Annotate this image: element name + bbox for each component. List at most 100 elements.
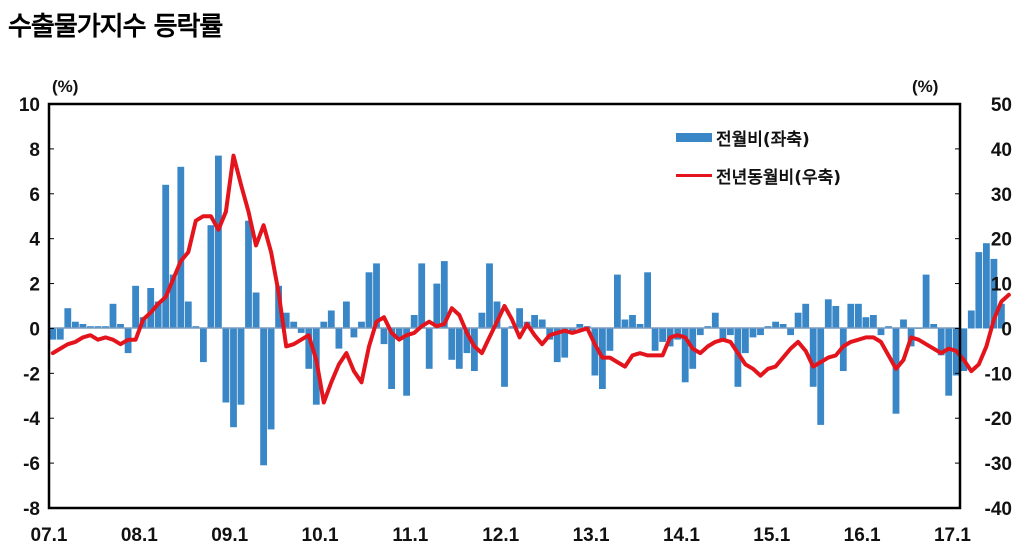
bar [335,328,343,349]
left-tick-label: 8 [29,140,40,161]
bar [455,328,463,369]
x-tick-label: 09.1 [211,525,248,546]
bar [501,328,508,387]
bar [56,328,64,340]
bar [162,184,170,329]
bar [245,220,252,329]
bar [297,328,305,333]
bar [358,321,365,329]
bar [636,324,644,329]
bar [659,328,666,342]
left-axis: 10 8 6 4 2 0 -2 -4 -6 -8 [19,95,54,520]
right-tick-label: 50 [991,95,1012,116]
bar [930,324,938,329]
right-tick-label: 40 [991,140,1012,161]
x-tick-label: 14.1 [663,525,700,546]
right-axis-unit: (%) [912,77,938,96]
x-tick-label: 10.1 [302,525,339,546]
left-axis-unit: (%) [52,77,78,96]
bar [870,315,877,329]
bar [282,312,290,329]
bar [561,328,569,358]
bar [365,272,373,329]
bar [237,328,245,405]
bar [787,328,794,336]
left-tick-label: 0 [29,319,40,340]
bar [998,303,1005,329]
bar [922,274,930,329]
bar [448,328,456,360]
bar [862,317,870,329]
legend-label-yoy: 전년동월비(우축) [716,167,842,188]
bar [839,328,847,371]
right-tick-label: 30 [991,185,1012,206]
bar [305,328,313,369]
bar [832,306,840,329]
bar [200,328,207,363]
x-axis: 07.1 08.1 09.1 10.1 11.1 12.1 13.1 14.1 15.1 16.1… [31,525,972,546]
right-tick-label: -40 [985,499,1012,520]
bar [117,324,124,329]
bar [350,328,358,338]
right-tick-label: -10 [985,364,1012,385]
bar [644,272,651,329]
bar [576,324,584,329]
right-tick-label: 0 [1001,319,1012,340]
bar [463,328,471,354]
bar [478,312,486,329]
bar [945,328,953,396]
bar [990,258,998,329]
bar [696,328,704,336]
legend-label-mom: 전월비(좌축) [716,129,810,150]
bar [719,328,727,342]
right-tick-label: -30 [985,454,1012,475]
bar [493,301,501,329]
bar [606,328,614,351]
x-tick-label: 12.1 [482,525,519,546]
bar [749,328,757,338]
bar [343,301,350,329]
bar [260,328,267,466]
bar [222,328,230,403]
bar [290,321,298,329]
bar [975,252,983,329]
bar [967,310,975,329]
x-tick-label: 16.1 [844,525,881,546]
bar [380,328,388,345]
bar [983,243,990,329]
bar [433,283,441,329]
bar [900,319,907,329]
plot-frame [47,102,962,510]
line-swatch-icon [676,173,712,177]
bar [184,301,192,329]
bar [425,328,433,369]
bar [267,328,275,430]
bar [794,312,802,329]
bar [373,263,380,329]
left-tick-label: -6 [23,454,40,475]
line-series-yoy [50,153,1011,405]
bar-series-mom [49,155,1005,466]
x-tick-label: 07.1 [31,525,68,546]
legend-item-yoy: 전년동월비(우축) [676,156,841,194]
bar [252,292,260,329]
bar [824,299,832,329]
bar [49,328,57,340]
bar [734,328,742,387]
right-tick-label: 10 [991,275,1012,296]
bar [147,288,155,329]
bar [388,328,395,389]
bar [471,328,478,371]
bar [486,263,493,329]
bar [629,315,636,329]
bar [418,263,426,329]
right-tick-label: 20 [991,230,1012,251]
bar [757,328,764,336]
x-tick-label: 17.1 [934,525,971,546]
bar [742,328,749,354]
bar [779,324,787,329]
legend-item-mom: 전월비(좌축) [676,118,841,156]
left-tick-label: -2 [23,364,40,385]
bar [516,308,523,329]
